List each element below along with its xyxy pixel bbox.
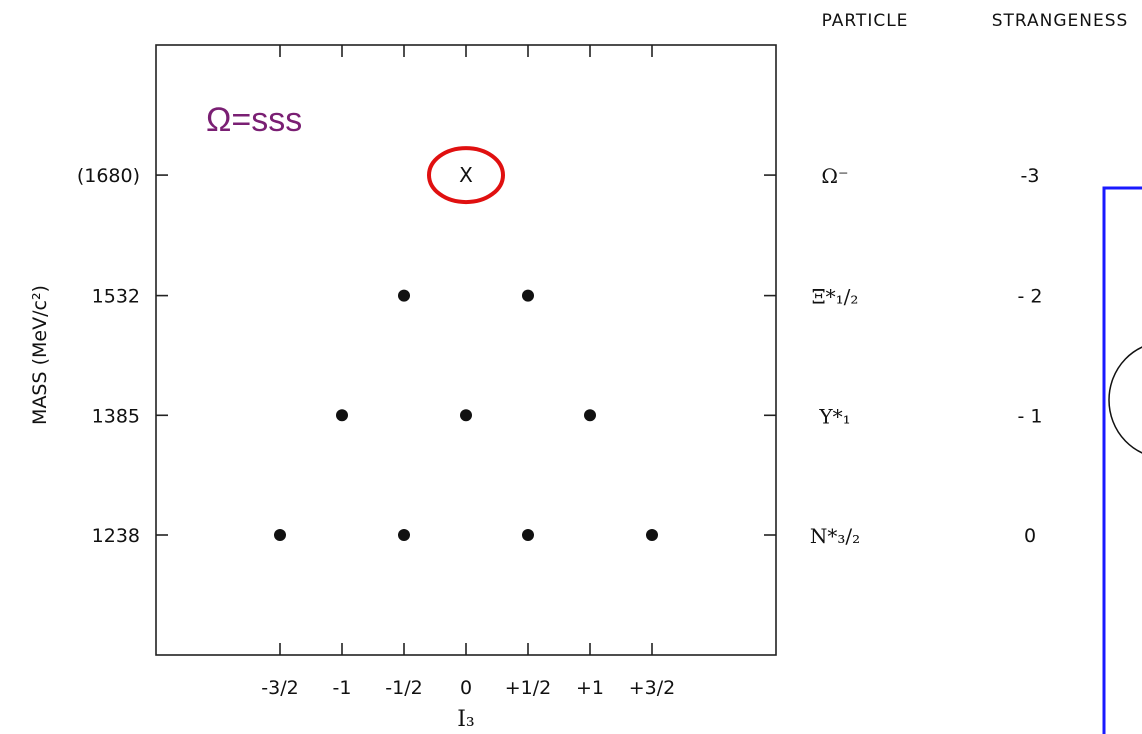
baryon-point (398, 289, 410, 302)
x-tick-label: +1/2 (505, 677, 552, 699)
x-axis-label: I₃ (457, 707, 475, 732)
y-tick-label: 1238 (92, 525, 140, 547)
particle-name: Ξ*₁/₂ (812, 285, 859, 309)
omega-highlight-circle (427, 146, 505, 205)
y-tick-label: 1385 (92, 405, 140, 427)
omega-quark-annotation: Ω=sss (206, 101, 303, 139)
baryon-point (522, 289, 534, 302)
x-tick-label: +3/2 (629, 677, 676, 699)
x-tick-label: +1 (576, 677, 604, 699)
y-axis-label: MASS (MeV/c²) (29, 285, 51, 425)
particle-name: Ω⁻ (821, 164, 848, 188)
blue-overlay-box (1102, 186, 1142, 734)
x-tick-label: -1/2 (385, 677, 422, 699)
partial-circle (1108, 346, 1142, 454)
particle-header: PARTICLE (822, 11, 909, 31)
baryon-point (646, 529, 658, 541)
strangeness-header: STRANGENESS (992, 11, 1129, 31)
baryon-point (398, 529, 410, 541)
x-tick-label: -1 (333, 677, 352, 699)
baryon-point (460, 409, 472, 422)
y-tick-label: (1680) (77, 165, 140, 187)
strangeness-value: - 2 (1018, 286, 1043, 308)
x-tick-label: -3/2 (261, 677, 298, 699)
particle-name: Y*₁ (818, 404, 850, 428)
strangeness-value: - 1 (1018, 405, 1043, 427)
x-tick-label: 0 (460, 677, 472, 699)
strangeness-value: 0 (1024, 525, 1036, 547)
strangeness-value: -3 (1021, 165, 1040, 187)
baryon-point (274, 529, 286, 541)
omega-predicted-marker: X (459, 163, 473, 187)
particle-name: N*₃/₂ (810, 524, 860, 548)
baryon-point (336, 409, 348, 422)
baryon-point (584, 409, 596, 422)
baryon-point (522, 529, 534, 541)
y-tick-label: 1532 (92, 286, 140, 308)
